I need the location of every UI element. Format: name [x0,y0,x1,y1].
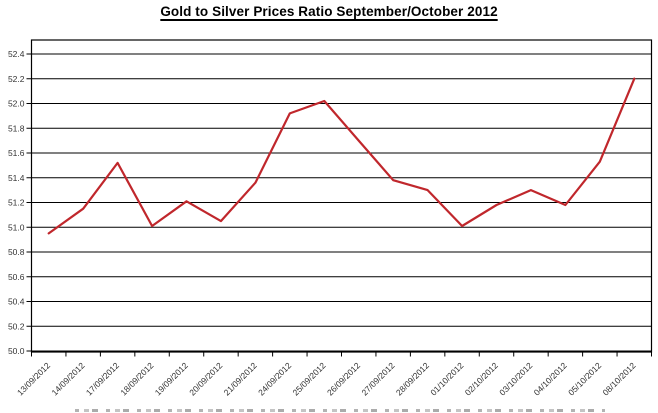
y-axis-label: 51.2 [8,198,25,208]
y-axis-label: 50.8 [8,247,25,257]
x-axis-label: 26/09/2012 [325,360,362,397]
x-axis-label: 24/09/2012 [256,360,293,397]
y-axis-label: 52.4 [8,49,25,59]
y-axis-label: 50.0 [8,346,25,356]
y-axis-label: 51.4 [8,173,25,183]
x-axis-label: 19/09/2012 [153,360,190,397]
x-axis-label: 25/09/2012 [291,360,328,397]
x-axis-label: 02/10/2012 [463,360,500,397]
x-axis-label: 05/10/2012 [566,360,603,397]
x-axis-label: 01/10/2012 [428,360,465,397]
x-axis-label: 04/10/2012 [532,360,569,397]
x-axis-label: 18/09/2012 [118,360,155,397]
x-axis-label: 28/09/2012 [394,360,431,397]
y-axis-label: 50.2 [8,321,25,331]
cutoff-text-artifact [75,409,605,412]
y-axis-label: 51.6 [8,148,25,158]
x-axis-label: 08/10/2012 [601,360,638,397]
x-axis-label: 03/10/2012 [497,360,534,397]
x-axis-label: 14/09/2012 [49,360,86,397]
y-axis-label: 52.0 [8,99,25,109]
y-axis-label: 51.0 [8,222,25,232]
x-axis-label: 13/09/2012 [15,360,52,397]
x-axis-label: 17/09/2012 [84,360,121,397]
y-axis-label: 50.4 [8,297,25,307]
x-axis-label: 20/09/2012 [187,360,224,397]
plot-border [30,39,653,353]
chart-title: Gold to Silver Prices Ratio September/Oc… [160,4,498,19]
x-axis-label: 21/09/2012 [222,360,259,397]
x-axis-label: 27/09/2012 [359,360,396,397]
series-line [47,77,636,235]
y-axis-label: 50.6 [8,272,25,282]
y-axis-label: 52.2 [8,74,25,84]
y-axis-label: 51.8 [8,123,25,133]
